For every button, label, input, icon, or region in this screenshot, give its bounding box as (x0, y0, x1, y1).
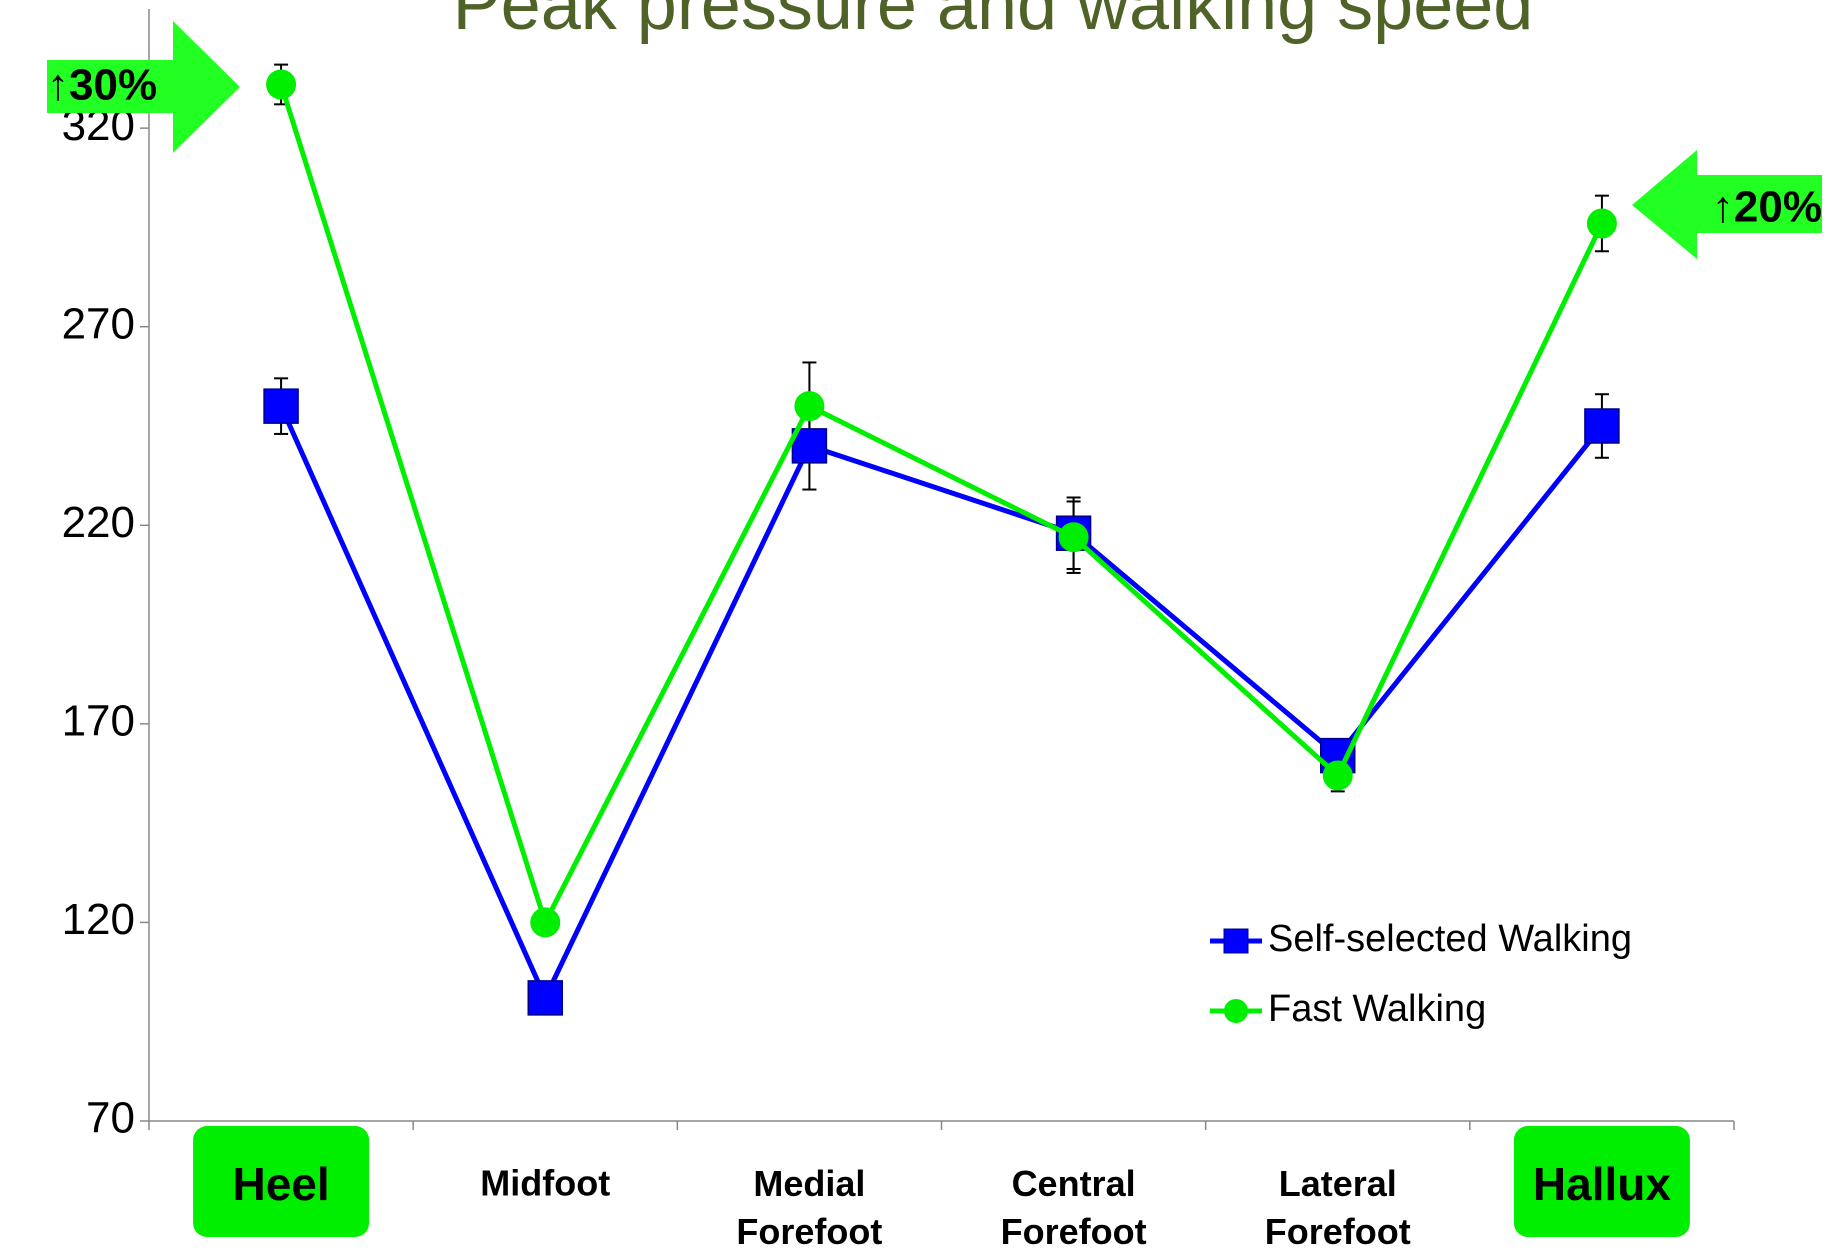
annotation-arrow (47, 21, 240, 153)
legend-label: Fast Walking (1268, 988, 1486, 1030)
marker (791, 428, 828, 464)
marker (1322, 760, 1353, 791)
marker (263, 388, 299, 424)
category-highlight (193, 1126, 370, 1237)
series-line (278, 83, 1605, 929)
x-tick-label: Hallux (1533, 1158, 1671, 1210)
marker (266, 69, 297, 100)
annotation-arrow (1632, 150, 1822, 259)
marker (530, 907, 561, 938)
y-tick-label: 70 (86, 1094, 135, 1143)
y-tick-label: 220 (62, 498, 135, 547)
marker (1586, 208, 1617, 239)
legend-label: Self-selected Walking (1268, 918, 1632, 960)
x-tick-label: Central Forefoot (1001, 1163, 1147, 1252)
series-line (278, 405, 1604, 1004)
legend-marker (1224, 999, 1248, 1023)
y-tick-label: 120 (62, 895, 135, 944)
x-tick-label: Midfoot (480, 1163, 610, 1204)
y-tick-label: 270 (62, 299, 135, 348)
marker (527, 980, 563, 1016)
chart-title: Peak pressure and walking speed (453, 0, 1534, 45)
x-tick-label: Heel (232, 1158, 329, 1210)
x-tick-label: Lateral Forefoot (1265, 1163, 1411, 1252)
marker (1058, 522, 1089, 553)
y-tick-label: 170 (62, 696, 135, 745)
marker (794, 391, 825, 422)
x-tick-label: Medial Forefoot (736, 1163, 882, 1252)
legend-marker (1223, 928, 1249, 954)
marker (1584, 408, 1620, 444)
category-highlight (1513, 1126, 1690, 1237)
annotation: ↑30% (47, 61, 157, 110)
annotation: ↑20% (1712, 183, 1822, 232)
